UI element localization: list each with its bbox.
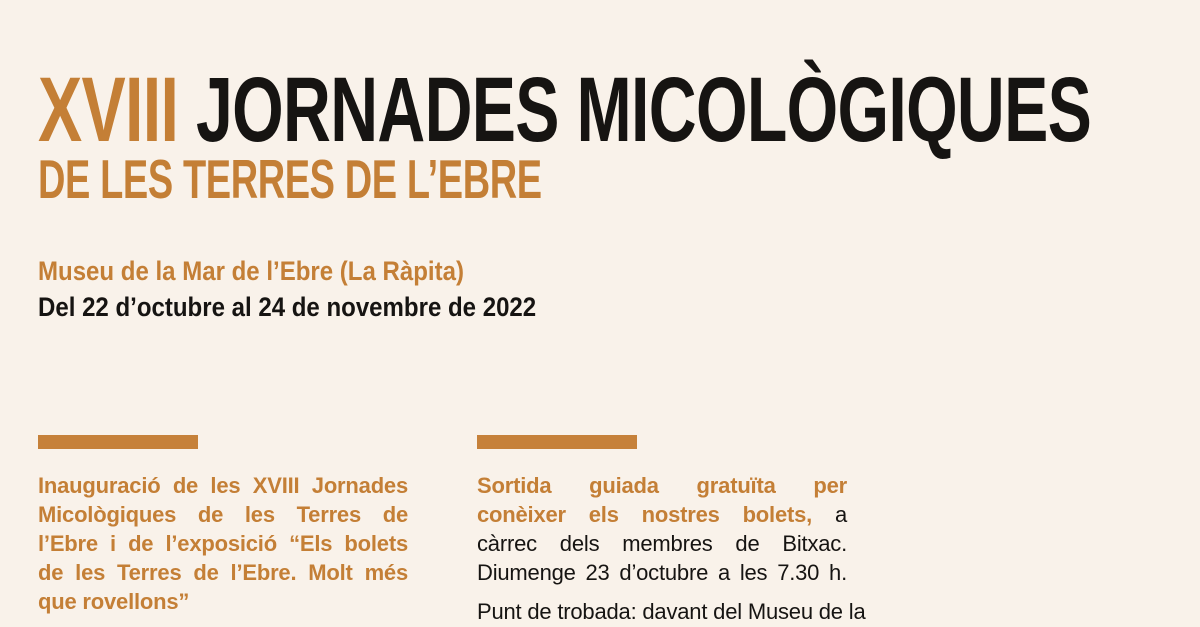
title-subline: DE LES TERRES DE L’EBRE bbox=[38, 148, 542, 210]
text-line: conèixer els nostres bolets, a bbox=[477, 500, 847, 529]
text-line: de les Terres de l’Ebre. Molt més bbox=[38, 560, 408, 585]
text-line: Sortida guiada gratuïta per bbox=[477, 473, 847, 498]
text-line: Diumenge 23 d’octubre a les 7.30 h. bbox=[477, 560, 847, 585]
text-line: l’Ebre i de l’exposició “Els bolets bbox=[38, 531, 408, 556]
text-line: que rovellons” bbox=[38, 589, 190, 614]
text-line: Inauguració de les XVIII Jornades bbox=[38, 473, 408, 498]
text-line: càrrec dels membres de Bitxac. bbox=[477, 531, 847, 556]
title-roman-numeral: XVIII bbox=[38, 59, 179, 161]
venue-line: Museu de la Mar de l’Ebre (La Ràpita) bbox=[38, 256, 464, 286]
section-divider-bar bbox=[38, 435, 198, 449]
text-segment: a bbox=[834, 502, 847, 527]
page-title: XVIII JORNADES MICOLÒGIQUES bbox=[38, 64, 1092, 156]
dates-line: Del 22 d’octubre al 24 de novembre de 20… bbox=[38, 292, 537, 322]
meeting-point-line: Punt de trobada: davant del Museu de la bbox=[477, 599, 866, 624]
section-sortida: Sortida guiada gratuïta per conèixer els… bbox=[477, 435, 866, 626]
text-line: Micològiques de les Terres de bbox=[38, 502, 408, 527]
title-main-text: JORNADES MICOLÒGIQUES bbox=[196, 59, 1092, 161]
section-inauguracio: Inauguració de les XVIII Jornades Micolò… bbox=[38, 435, 408, 616]
section-divider-bar bbox=[477, 435, 637, 449]
text-segment-accent: conèixer els nostres bolets, bbox=[477, 502, 813, 527]
